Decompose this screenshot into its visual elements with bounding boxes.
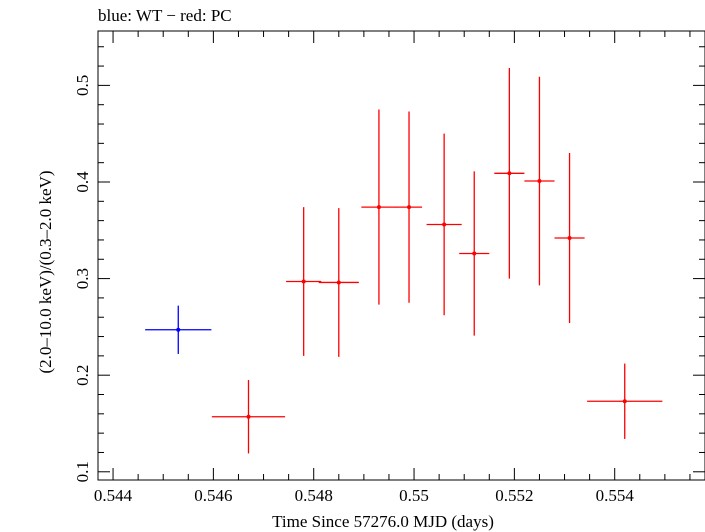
y-tick-label: 0.2 [73, 365, 92, 386]
point-marker [507, 171, 512, 176]
data-point [395, 111, 423, 303]
point-marker [567, 236, 572, 241]
x-tick-label: 0.552 [495, 486, 533, 505]
data-point [459, 171, 490, 336]
x-tick-label: 0.55 [399, 486, 429, 505]
point-marker [537, 179, 542, 184]
plot-frame [97, 30, 705, 481]
x-tick-label: 0.546 [194, 486, 232, 505]
y-tick-label: 0.4 [73, 171, 92, 193]
y-tick-labels: 0.1 0.2 0.3 0.4 0.5 [73, 75, 92, 483]
data-point [361, 109, 397, 305]
point-marker [176, 327, 181, 332]
x-tick-label: 0.554 [596, 486, 635, 505]
data-point [211, 380, 286, 454]
point-marker [442, 222, 447, 227]
data-point [524, 76, 555, 286]
point-marker [301, 279, 306, 284]
point-marker [376, 205, 381, 210]
data-points [145, 67, 663, 454]
point-marker [472, 251, 477, 256]
x-tick-labels: 0.544 0.546 0.548 0.55 0.552 0.554 [94, 486, 634, 505]
point-marker [336, 280, 341, 285]
y-axis-label: (2.0–10.0 keV)/(0.3–2.0 keV) [36, 170, 55, 373]
x-tick-label: 0.548 [295, 486, 333, 505]
series-wt [145, 305, 212, 354]
series-pc [211, 67, 663, 454]
y-tick-label: 0.3 [73, 268, 92, 289]
data-point [426, 133, 462, 316]
point-marker [622, 399, 627, 404]
data-point [145, 305, 212, 354]
y-tick-label: 0.1 [73, 461, 92, 482]
x-axis-label: Time Since 57276.0 MJD (days) [272, 512, 494, 531]
data-point [286, 207, 322, 356]
data-point [494, 67, 525, 279]
x-tick-label: 0.544 [94, 486, 133, 505]
data-point [554, 153, 585, 324]
axis-ticks [98, 31, 705, 480]
point-marker [246, 414, 251, 419]
data-point [318, 208, 359, 357]
chart-title: blue: WT − red: PC [98, 6, 232, 25]
data-point [587, 363, 663, 439]
point-marker [407, 205, 412, 210]
y-tick-label: 0.5 [73, 75, 92, 96]
